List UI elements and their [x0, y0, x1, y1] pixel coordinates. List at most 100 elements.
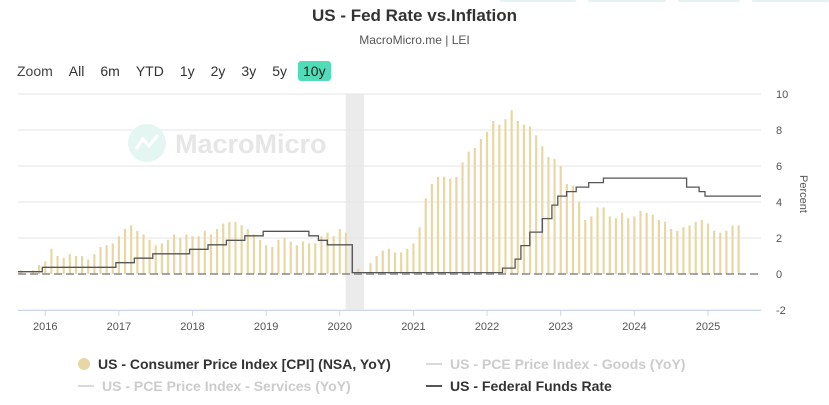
top-tab[interactable]	[500, 0, 576, 2]
cpi-bar	[449, 178, 452, 274]
legend-item-cpi[interactable]: US - Consumer Price Index [CPI] (NSA, Yo…	[78, 356, 391, 372]
top-tab[interactable]	[588, 0, 666, 2]
cpi-bar	[191, 236, 194, 274]
cpi-bar	[80, 256, 84, 274]
watermark-group: MacroMicro	[128, 124, 327, 162]
legend-item-pce-services[interactable]: US - PCE Price Index - Services (YoY)	[78, 378, 351, 394]
cpi-bar	[258, 239, 262, 274]
cpi-bar	[443, 176, 446, 274]
legend-label: US - Federal Funds Rate	[450, 378, 612, 394]
cpi-bar	[62, 257, 65, 274]
cpi-bar	[234, 221, 237, 274]
watermark-logo-mark	[134, 134, 160, 150]
cpi-bar	[602, 207, 605, 274]
cpi-bar	[387, 248, 390, 274]
cpi-bar	[148, 239, 151, 274]
zoom-6m-button[interactable]: 6m	[100, 63, 120, 79]
cpi-bar	[203, 230, 206, 274]
cpi-bar	[68, 254, 71, 274]
cpi-bar	[731, 225, 734, 274]
cpi-bar	[240, 225, 243, 274]
top-tab[interactable]	[678, 0, 740, 2]
cpi-bar	[645, 212, 648, 274]
top-tab[interactable]	[752, 0, 829, 2]
cpi-bar	[209, 234, 213, 274]
cpi-bar	[535, 135, 538, 274]
cpi-bar	[301, 241, 305, 274]
cpi-bar	[516, 121, 519, 274]
top-tab-strip	[0, 0, 829, 4]
cpi-bar	[614, 218, 618, 274]
cpi-bar	[246, 229, 249, 274]
cpi-bar	[424, 198, 427, 274]
cpi-bar	[74, 256, 78, 274]
zoom-5y-button[interactable]: 5y	[272, 63, 287, 79]
x-tick-label: 2018	[180, 321, 204, 333]
y-tick-label: 4	[776, 197, 782, 209]
cpi-bar	[130, 225, 133, 274]
cpi-bar	[682, 227, 685, 274]
zoom-2y-button[interactable]: 2y	[210, 63, 226, 79]
zoom-1y-button[interactable]: 1y	[179, 63, 195, 79]
cpi-bar	[639, 211, 642, 274]
cpi-bar	[725, 230, 728, 274]
cpi-bar	[559, 166, 562, 274]
cpi-bar	[455, 176, 458, 274]
cpi-bar	[719, 232, 722, 274]
legend-label: US - Consumer Price Index [CPI] (NSA, Yo…	[98, 356, 391, 372]
cpi-bar	[406, 248, 409, 274]
x-tick-label: 2020	[328, 321, 352, 333]
cpi-bar	[320, 236, 323, 274]
cpi-bar	[492, 121, 495, 274]
legend-label: US - PCE Price Index - Goods (YoY)	[450, 356, 686, 372]
legend-line-icon	[78, 385, 94, 387]
cpi-bar	[571, 185, 575, 274]
cpi-bar	[154, 245, 157, 274]
cpi-bar	[326, 232, 329, 274]
legend-label: US - PCE Price Index - Services (YoY)	[102, 378, 351, 394]
zoom-ytd-button[interactable]: YTD	[135, 63, 164, 79]
chart-plot: MacroMicro -2 0 2 4 6 8 10 Percent 2016 2017 2018 2…	[18, 89, 809, 333]
cpi-bar	[105, 245, 108, 274]
chart-subtitle: MacroMicro.me | LEI	[359, 33, 470, 47]
cpi-bar	[166, 239, 170, 274]
fed-funds-line	[18, 177, 761, 274]
x-tick-label: 2019	[254, 321, 278, 333]
cpi-bar	[688, 225, 691, 274]
legend-item-pce-goods[interactable]: US - PCE Price Index - Goods (YoY)	[426, 356, 685, 372]
zoom-10y-button[interactable]: 10y	[298, 61, 331, 81]
cpi-bar	[510, 110, 513, 274]
legend-item-fed-funds[interactable]: US - Federal Funds Rate	[426, 378, 612, 394]
cpi-bar	[436, 176, 440, 274]
cpi-bar	[670, 229, 673, 274]
y-tick-label: 6	[776, 161, 782, 173]
cpi-bar	[314, 243, 317, 274]
cpi-bar	[565, 184, 568, 274]
cpi-bar	[418, 227, 421, 274]
cpi-bar	[694, 221, 697, 274]
cpi-bar	[706, 223, 710, 274]
zoom-bar: Zoom All 6m YTD 1y 2y 3y 5y 10y	[17, 60, 337, 82]
cpi-bar	[393, 252, 397, 274]
cpi-bar	[375, 256, 378, 274]
cpi-bar	[627, 218, 630, 274]
cpi-bar	[308, 243, 311, 274]
cpi-bar	[541, 146, 544, 274]
cpi-bar	[295, 245, 298, 274]
cpi-bar	[547, 157, 550, 274]
cpi-bar	[412, 243, 415, 274]
zoom-all-button[interactable]: All	[68, 63, 85, 79]
cpi-bar	[215, 229, 219, 274]
chart-title: US - Fed Rate vs.Inflation	[312, 6, 517, 25]
cpi-bar	[136, 230, 139, 274]
y-tick-label: 10	[776, 89, 788, 101]
cpi-bar	[222, 223, 225, 274]
cpi-bar	[651, 214, 654, 274]
x-tick-label: 2024	[622, 321, 646, 333]
zoom-3y-button[interactable]: 3y	[241, 63, 257, 79]
cpi-bar	[332, 236, 335, 274]
cpi-bar	[590, 216, 593, 274]
cpi-bar	[467, 151, 470, 274]
x-tick-label: 2025	[696, 321, 720, 333]
cpi-bar	[25, 274, 28, 275]
